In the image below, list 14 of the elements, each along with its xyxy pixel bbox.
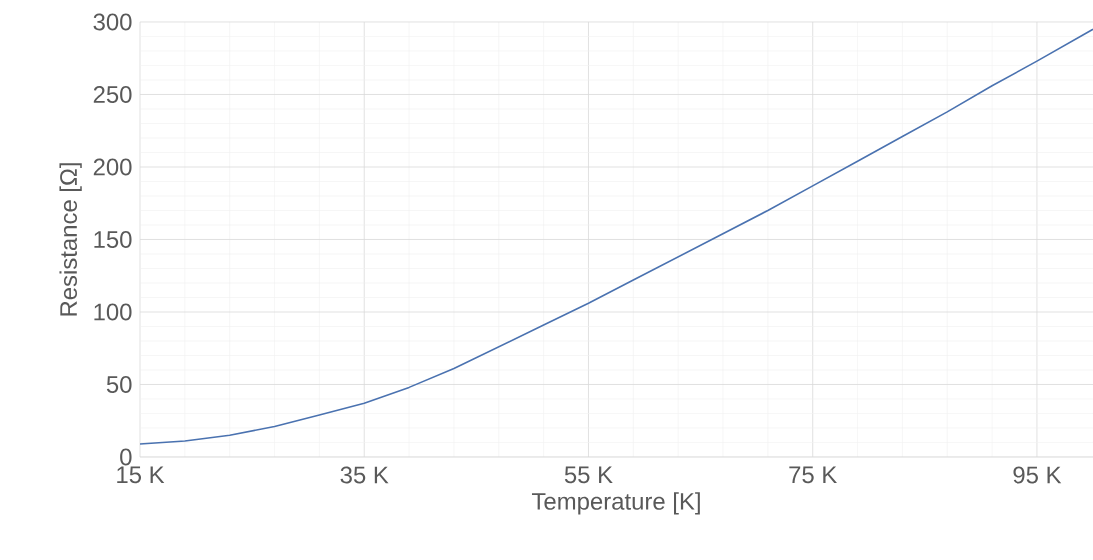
x-tick-label: 95 K (1013, 466, 1062, 484)
y-tick-label: 0 (120, 448, 132, 466)
x-tick-label: 35 K (340, 466, 389, 484)
y-tick-label: 200 (93, 158, 132, 176)
y-tick-label: 300 (93, 13, 132, 31)
y-tick-label: 250 (93, 86, 132, 103)
x-tick-label: 15 K (117, 466, 165, 484)
y-tick-label: 50 (106, 376, 132, 393)
x-tick-label: 75 K (789, 466, 837, 484)
y-tick-label: 150 (94, 231, 132, 248)
x-tick-label: 55 K (564, 466, 613, 484)
y-axis-title: Resistance [Ω] (59, 163, 82, 316)
y-tick-label: 100 (94, 303, 132, 321)
x-axis-title: Temperature [K] (531, 492, 700, 515)
